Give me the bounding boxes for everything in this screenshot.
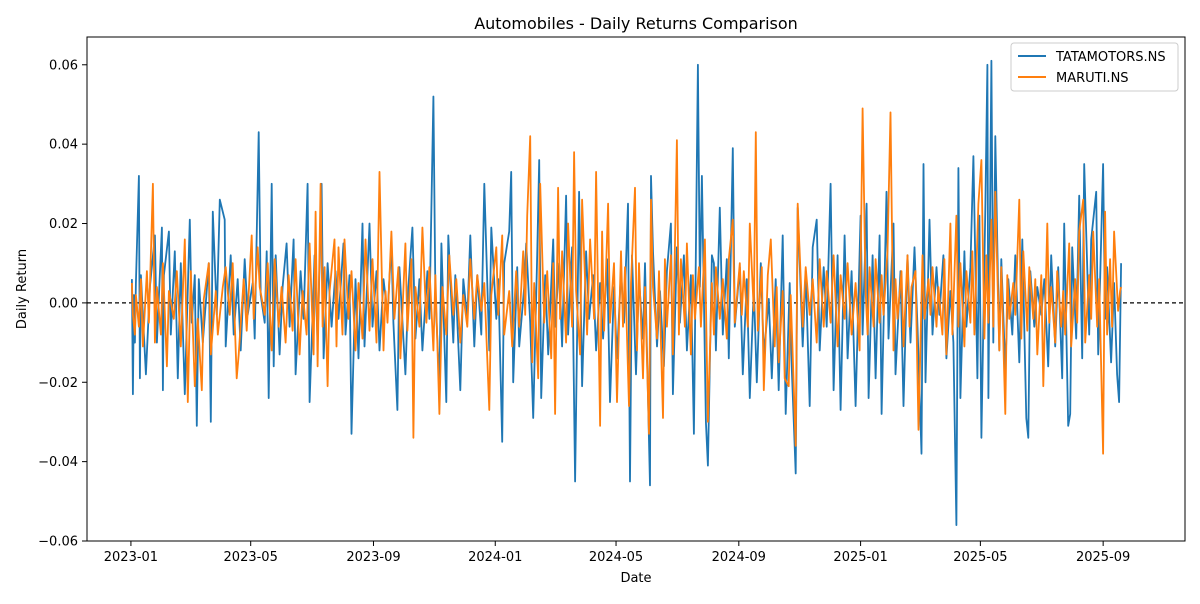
series-line-tatamotors-ns (131, 59, 1122, 526)
x-tick-label: 2024-01 (468, 550, 522, 565)
y-tick-label: −0.06 (38, 535, 78, 550)
chart-title: Automobiles - Daily Returns Comparison (474, 14, 798, 33)
y-tick-label: 0.04 (49, 138, 78, 153)
legend-label-tatamotors: TATAMOTORS.NS (1055, 50, 1166, 65)
x-tick-label: 2025-01 (833, 550, 887, 565)
legend-label-maruti: MARUTI.NS (1056, 71, 1129, 86)
plot-frame (86, 36, 1186, 542)
x-tick-label: 2023-01 (104, 550, 158, 565)
x-tick-label: 2023-05 (224, 550, 278, 565)
x-axis-label: Date (620, 571, 651, 586)
x-axis: 2023-01 2023-05 2023-09 2024-01 2024-05 2024-… (104, 541, 1130, 565)
series-line-maruti-ns (131, 107, 1122, 455)
y-tick-label: 0.02 (49, 217, 78, 232)
y-axis-label: Daily Return (15, 249, 30, 329)
y-axis: −0.06 −0.04 −0.02 0.00 0.02 0.04 0.06 (38, 58, 87, 550)
x-tick-label: 2024-05 (589, 550, 643, 565)
y-tick-label: −0.02 (38, 376, 78, 391)
y-tick-label: 0.00 (49, 296, 78, 311)
plot-area (87, 59, 1185, 526)
legend-box (1010, 42, 1179, 92)
y-tick-label: 0.06 (49, 58, 78, 73)
x-tick-label: 2025-05 (953, 550, 1007, 565)
x-tick-label: 2023-09 (346, 550, 400, 565)
x-tick-label: 2025-09 (1076, 550, 1130, 565)
x-tick-label: 2024-09 (712, 550, 766, 565)
legend: TATAMOTORS.NS MARUTI.NS (1010, 42, 1179, 92)
y-tick-label: −0.04 (38, 455, 78, 470)
